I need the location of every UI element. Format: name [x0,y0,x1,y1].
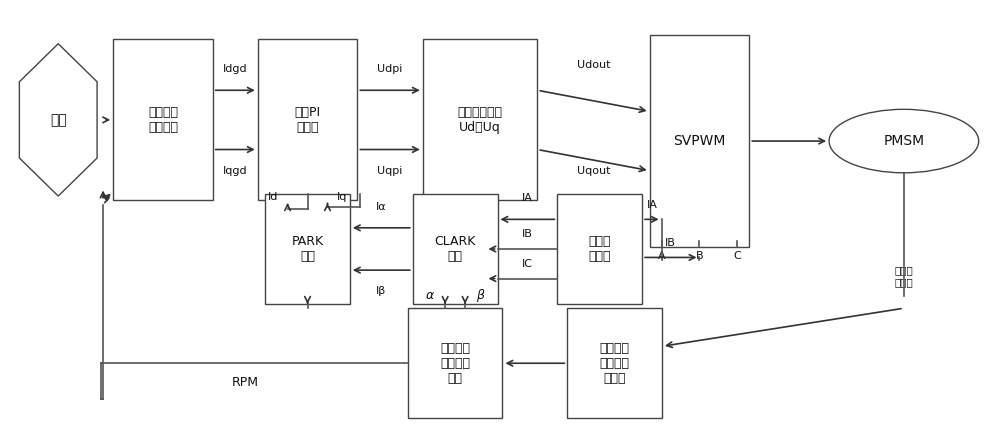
Text: CLARK
变换: CLARK 变换 [434,235,476,263]
Text: β: β [476,289,484,302]
FancyBboxPatch shape [567,308,662,418]
Text: Idgd: Idgd [223,64,248,74]
Text: 电压公式计算
Ud、Uq: 电压公式计算 Ud、Uq [458,106,503,134]
FancyBboxPatch shape [408,308,502,418]
Text: Udpi: Udpi [377,64,403,74]
Text: 转速模
拟信号: 转速模 拟信号 [895,265,913,287]
FancyBboxPatch shape [423,40,537,200]
Text: IA: IA [522,193,533,203]
Text: 旋转变压
器转速信
号采集: 旋转变压 器转速信 号采集 [600,342,630,385]
FancyBboxPatch shape [258,40,357,200]
Text: 电流采
样计算: 电流采 样计算 [588,235,611,263]
Text: A: A [658,251,665,261]
Text: SVPWM: SVPWM [673,134,726,148]
Text: Iq: Iq [337,192,348,202]
Text: α: α [426,289,434,302]
Text: IA: IA [646,199,657,210]
Text: IB: IB [665,238,676,248]
Text: B: B [696,251,703,261]
Text: Iqgd: Iqgd [223,166,248,176]
Text: Iβ: Iβ [376,286,386,296]
FancyBboxPatch shape [557,194,642,304]
Text: Id: Id [267,192,278,202]
Text: PARK
变换: PARK 变换 [291,235,324,263]
Text: Udout: Udout [577,60,610,70]
Text: PMSM: PMSM [883,134,924,148]
Text: 电机转速
及电角度
计算: 电机转速 及电角度 计算 [440,342,470,385]
Text: RPM: RPM [232,376,259,389]
Text: Uqout: Uqout [577,166,610,176]
FancyBboxPatch shape [113,40,213,200]
Text: Uqpi: Uqpi [377,166,403,176]
Text: IC: IC [522,259,533,269]
FancyBboxPatch shape [413,194,498,304]
Text: 开始: 开始 [50,113,67,127]
FancyBboxPatch shape [265,194,350,304]
Text: 电机标定
数据查询: 电机标定 数据查询 [148,106,178,134]
Circle shape [829,109,979,173]
FancyBboxPatch shape [650,35,749,247]
Polygon shape [19,44,97,196]
Text: Iα: Iα [376,201,387,212]
Text: C: C [733,251,741,261]
Text: 电流PI
调节器: 电流PI 调节器 [294,106,321,134]
Text: IB: IB [522,229,533,239]
